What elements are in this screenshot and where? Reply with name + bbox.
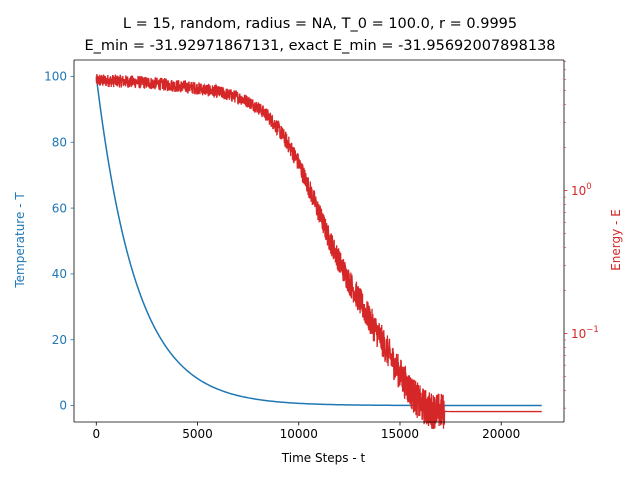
y-left-tick-label: 80 [52,135,67,149]
y-left-tick-label: 0 [59,399,67,413]
y-axis-label-left: Temperature - T [13,192,27,289]
x-axis-label: Time Steps - t [281,451,366,465]
chart-title-line2: E_min = -31.92971867131, exact E_min = -… [84,38,555,54]
x-tick-label: 15000 [381,427,419,441]
y-axis-label-right: Energy - E [609,209,623,271]
energy-series-line [95,73,542,430]
x-tick-label: 10000 [280,427,318,441]
x-tick-label: 0 [92,427,100,441]
y-left-tick-label: 20 [52,333,67,347]
y-right-tick-label: 10−1 [571,325,599,341]
chart-title-line1: L = 15, random, radius = NA, T_0 = 100.0… [123,16,517,32]
plot-area: 0 5000 10000 15000 20000 0 20 40 60 80 100 10−1 100 [44,59,599,441]
y-left-tick-label: 100 [44,70,67,84]
x-tick-label: 20000 [482,427,520,441]
y-left-tick-label: 40 [52,267,67,281]
y-right-tick-label: 100 [571,182,592,198]
x-tick-label: 5000 [182,427,213,441]
y-left-tick-label: 60 [52,201,67,215]
temperature-series-line [95,76,542,407]
